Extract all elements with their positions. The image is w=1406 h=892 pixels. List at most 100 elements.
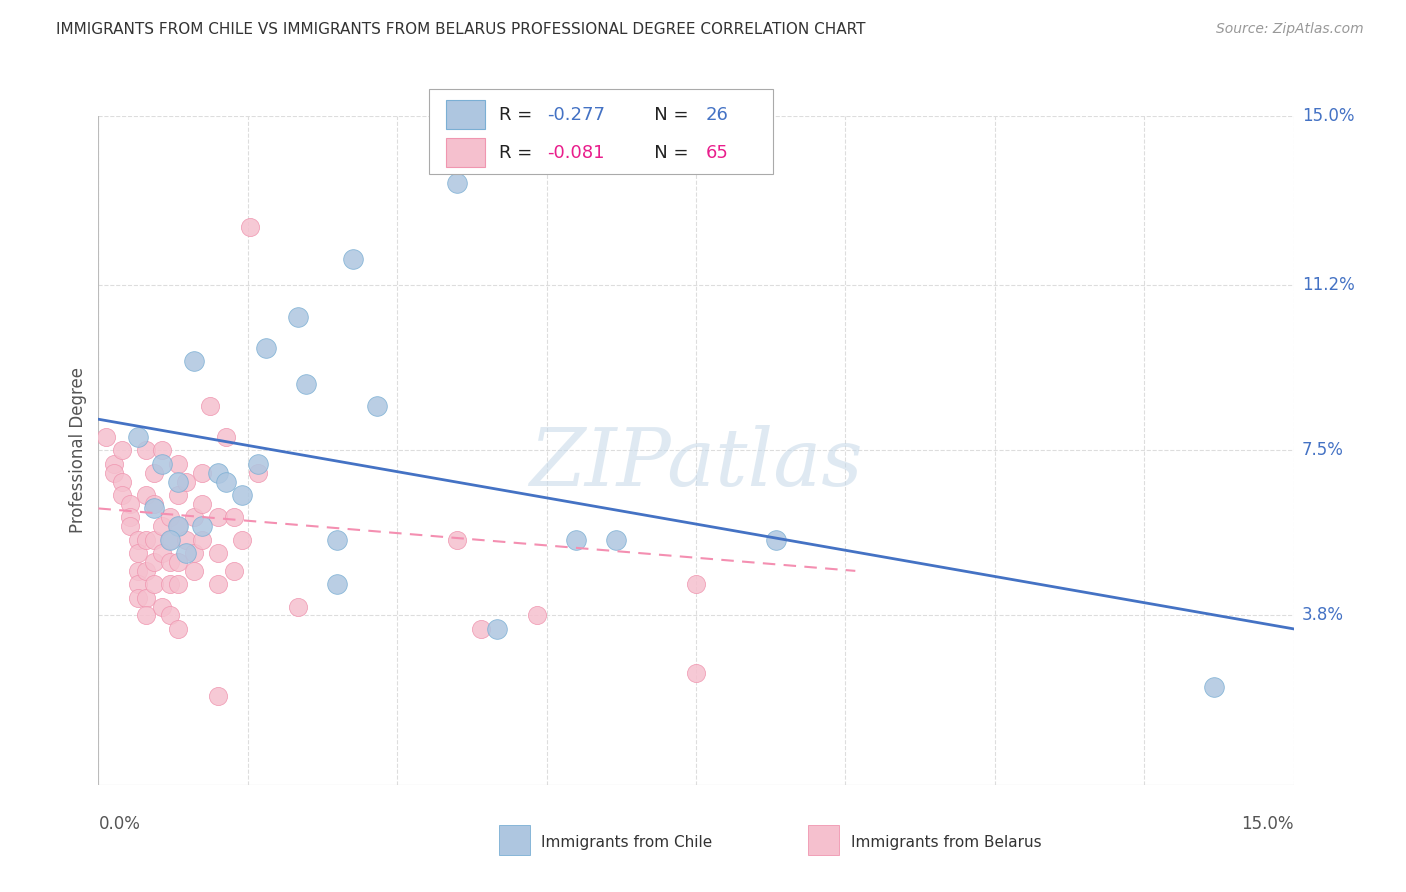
Point [183, 546, 205, 560]
Point [143, 466, 166, 480]
Point [215, 430, 238, 444]
Point [222, 510, 245, 524]
Point [526, 608, 548, 623]
Point [207, 577, 229, 591]
Point [127, 533, 149, 547]
Point [120, 519, 142, 533]
Point [198, 399, 221, 413]
Point [103, 466, 125, 480]
Point [167, 519, 190, 533]
Point [150, 457, 173, 471]
Point [326, 533, 349, 547]
Point [231, 533, 253, 547]
Point [246, 466, 269, 480]
Point [159, 608, 181, 623]
Point [150, 599, 173, 614]
Point [127, 577, 149, 591]
Text: Immigrants from Chile: Immigrants from Chile [541, 836, 713, 850]
Text: R =: R = [499, 144, 538, 161]
Text: 0.0%: 0.0% [98, 815, 141, 833]
Point [485, 622, 508, 636]
Point [167, 577, 190, 591]
Text: 7.5%: 7.5% [1302, 442, 1344, 459]
Point [135, 488, 157, 502]
Point [127, 546, 149, 560]
Point [183, 564, 205, 578]
Point [150, 443, 173, 458]
Point [167, 475, 190, 489]
Point [120, 510, 142, 524]
Point [765, 533, 787, 547]
Point [287, 310, 309, 324]
Text: -0.277: -0.277 [547, 105, 605, 124]
Point [1202, 680, 1225, 694]
Point [143, 555, 166, 569]
Point [446, 533, 468, 547]
Text: N =: N = [637, 144, 695, 161]
Point [167, 488, 190, 502]
Point [287, 599, 309, 614]
Point [135, 608, 157, 623]
Text: 15.0%: 15.0% [1241, 815, 1294, 833]
Point [207, 689, 229, 703]
Point [135, 533, 157, 547]
Point [222, 564, 245, 578]
Text: N =: N = [637, 105, 695, 124]
Point [96, 430, 118, 444]
Text: ●: ● [505, 833, 522, 853]
Point [143, 533, 166, 547]
Point [127, 564, 149, 578]
Point [103, 457, 125, 471]
Point [183, 354, 205, 368]
Point [342, 252, 364, 266]
Point [174, 533, 197, 547]
Point [470, 622, 492, 636]
Point [207, 546, 229, 560]
Point [159, 533, 181, 547]
Point [167, 519, 190, 533]
Point [207, 466, 229, 480]
Point [174, 475, 197, 489]
Point [111, 443, 134, 458]
Text: 26: 26 [706, 105, 728, 124]
Point [605, 533, 627, 547]
Point [294, 376, 316, 391]
Point [191, 533, 214, 547]
Point [159, 555, 181, 569]
Point [143, 577, 166, 591]
Text: ●: ● [814, 833, 831, 853]
Point [191, 519, 214, 533]
Text: 11.2%: 11.2% [1302, 277, 1354, 294]
Text: Immigrants from Belarus: Immigrants from Belarus [851, 836, 1042, 850]
Point [143, 497, 166, 511]
Text: IMMIGRANTS FROM CHILE VS IMMIGRANTS FROM BELARUS PROFESSIONAL DEGREE CORRELATION: IMMIGRANTS FROM CHILE VS IMMIGRANTS FROM… [56, 22, 866, 37]
Point [246, 457, 269, 471]
Text: 3.8%: 3.8% [1302, 607, 1344, 624]
Point [254, 341, 277, 355]
Text: 65: 65 [706, 144, 728, 161]
Point [167, 555, 190, 569]
Y-axis label: Professional Degree: Professional Degree [69, 368, 87, 533]
Point [135, 564, 157, 578]
Point [120, 497, 142, 511]
Point [215, 475, 238, 489]
Point [159, 533, 181, 547]
Point [135, 591, 157, 605]
Point [326, 577, 349, 591]
Point [143, 501, 166, 516]
Point [111, 475, 134, 489]
Point [231, 488, 253, 502]
Text: ZIPatlas: ZIPatlas [529, 425, 863, 502]
Text: Source: ZipAtlas.com: Source: ZipAtlas.com [1216, 22, 1364, 37]
Point [111, 488, 134, 502]
Point [127, 430, 149, 444]
Text: -0.081: -0.081 [547, 144, 605, 161]
Text: R =: R = [499, 105, 538, 124]
Point [366, 399, 388, 413]
Point [135, 443, 157, 458]
Point [191, 497, 214, 511]
Point [446, 176, 468, 190]
Point [127, 591, 149, 605]
Point [167, 622, 190, 636]
Point [565, 533, 588, 547]
